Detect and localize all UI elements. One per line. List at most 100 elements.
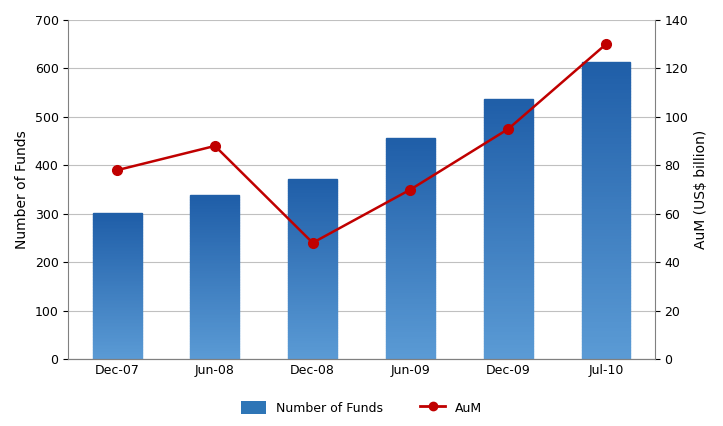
Bar — [581, 255, 630, 258]
Bar — [386, 158, 435, 160]
Bar — [581, 175, 630, 178]
Bar — [93, 312, 142, 314]
Bar — [581, 294, 630, 296]
Bar — [288, 195, 337, 197]
Bar — [386, 308, 435, 311]
Bar — [93, 347, 142, 349]
Bar — [386, 242, 435, 244]
Bar — [288, 229, 337, 231]
Bar — [288, 314, 337, 316]
Bar — [581, 267, 630, 270]
Bar — [288, 201, 337, 202]
Bar — [190, 259, 239, 261]
Bar — [93, 334, 142, 336]
Bar — [190, 279, 239, 280]
Bar — [581, 210, 630, 213]
Bar — [190, 300, 239, 302]
Bar — [190, 326, 239, 328]
Bar — [581, 273, 630, 276]
Bar — [484, 276, 533, 279]
Bar — [386, 180, 435, 182]
Bar — [386, 143, 435, 145]
Bar — [93, 296, 142, 298]
Bar — [386, 328, 435, 330]
Bar — [581, 133, 630, 136]
Bar — [484, 138, 533, 141]
Bar — [93, 227, 142, 229]
Bar — [581, 142, 630, 145]
Bar — [484, 232, 533, 234]
Bar — [581, 213, 630, 216]
Bar — [581, 130, 630, 133]
Bar — [484, 357, 533, 359]
Bar — [386, 236, 435, 238]
Bar — [190, 295, 239, 297]
Bar — [484, 325, 533, 328]
Bar — [190, 354, 239, 356]
Bar — [288, 318, 337, 320]
Bar — [484, 125, 533, 127]
Bar — [288, 186, 337, 188]
Bar — [93, 333, 142, 334]
Bar — [386, 344, 435, 346]
Bar — [190, 282, 239, 284]
Bar — [93, 285, 142, 286]
Bar — [581, 77, 630, 80]
Bar — [484, 221, 533, 224]
Bar — [386, 306, 435, 308]
Bar — [93, 219, 142, 220]
Bar — [190, 323, 239, 325]
Bar — [190, 207, 239, 208]
Bar — [288, 190, 337, 191]
Bar — [386, 207, 435, 209]
Bar — [581, 190, 630, 193]
Bar — [386, 277, 435, 279]
Bar — [190, 349, 239, 351]
Bar — [581, 231, 630, 234]
Bar — [386, 220, 435, 222]
Bar — [288, 269, 337, 271]
Bar — [581, 347, 630, 350]
Bar — [484, 122, 533, 125]
Bar — [386, 304, 435, 306]
Bar — [386, 346, 435, 348]
Bar — [190, 208, 239, 210]
Bar — [581, 118, 630, 121]
Bar — [484, 333, 533, 336]
Bar — [190, 318, 239, 320]
Bar — [288, 217, 337, 219]
Bar — [190, 333, 239, 334]
Bar — [93, 336, 142, 337]
Bar — [288, 316, 337, 318]
Bar — [386, 229, 435, 231]
Bar — [288, 278, 337, 280]
Bar — [190, 280, 239, 282]
Bar — [190, 227, 239, 228]
Bar — [288, 312, 337, 314]
Bar — [581, 222, 630, 225]
Bar — [93, 267, 142, 268]
Bar — [581, 112, 630, 115]
Bar — [190, 276, 239, 277]
Bar — [288, 238, 337, 240]
Bar — [581, 288, 630, 291]
Bar — [93, 345, 142, 346]
Bar — [386, 320, 435, 322]
Bar — [93, 217, 142, 219]
Bar — [190, 248, 239, 249]
Bar — [288, 292, 337, 294]
Bar — [386, 268, 435, 271]
Bar — [190, 321, 239, 323]
Bar — [581, 80, 630, 83]
Bar — [484, 260, 533, 263]
Bar — [581, 246, 630, 249]
Bar — [484, 315, 533, 317]
Bar — [190, 215, 239, 217]
Bar — [190, 348, 239, 349]
Bar — [190, 351, 239, 352]
Bar — [190, 302, 239, 303]
Bar — [484, 117, 533, 120]
Bar — [190, 297, 239, 299]
Bar — [386, 222, 435, 225]
Bar — [581, 332, 630, 335]
